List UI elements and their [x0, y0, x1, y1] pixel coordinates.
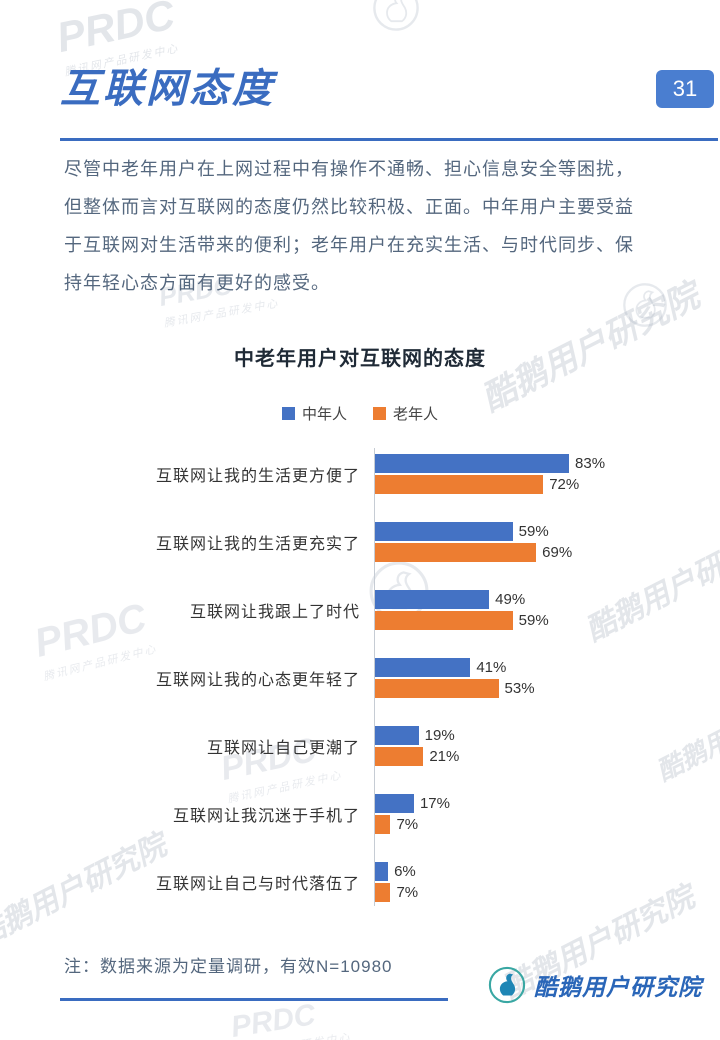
- intro-line: 尽管中老年用户在上网过程中有操作不通畅、担心信息安全等困扰，: [64, 159, 634, 179]
- bar-series-1: [374, 679, 499, 698]
- bar-series-0: [374, 590, 490, 609]
- intro-paragraph: 尽管中老年用户在上网过程中有操作不通畅、担心信息安全等困扰， 但整体而言对互联网…: [0, 114, 720, 302]
- attitude-bar-chart: 中老年用户对互联网的态度 中年人 老年人 互联网让我的生活更方便了 83% 72% 互…: [0, 342, 720, 906]
- value-label: 6%: [394, 863, 416, 880]
- chart-row: 互联网让我的生活更充实了 59% 69%: [60, 522, 720, 562]
- bar-series-0: [374, 522, 513, 541]
- chart-row: 互联网让自己与时代落伍了 6% 7%: [60, 862, 720, 902]
- category-label: 互联网让自己更潮了: [206, 740, 360, 757]
- chart-row: 互联网让自己更潮了 19% 21%: [60, 726, 720, 766]
- bar-series-1: [374, 747, 424, 766]
- value-label: 53%: [504, 680, 535, 697]
- bar-series-1: [374, 543, 537, 562]
- legend-swatch-midage: [281, 407, 295, 420]
- goose-logo-icon: [488, 966, 526, 1004]
- intro-line: 持年轻心态方面有更好的感受。: [64, 273, 330, 293]
- value-label: 19%: [424, 727, 455, 744]
- bar-series-0: [374, 454, 570, 473]
- legend-item-elderly: 老年人: [373, 403, 438, 424]
- legend-label-elderly: 老年人: [393, 406, 439, 423]
- bar-series-0: [374, 862, 389, 881]
- footer-line: [60, 998, 448, 1001]
- intro-line: 于互联网对生活带来的便利；老年用户在充实生活、与时代同步、保: [64, 235, 634, 255]
- legend-swatch-elderly: [373, 407, 386, 420]
- chart-rows: 互联网让我的生活更方便了 83% 72% 互联网让我的生活更充实了 59% 69% 互联网让…: [60, 448, 720, 906]
- value-label: 72%: [549, 476, 580, 493]
- value-label: 17%: [419, 795, 450, 812]
- category-label: 互联网让我的生活更充实了: [155, 536, 360, 553]
- category-label: 互联网让我沉迷于手机了: [172, 808, 360, 825]
- category-label: 互联网让自己与时代落伍了: [155, 876, 360, 893]
- chart-row: 互联网让我的心态更年轻了 41% 53%: [60, 658, 720, 698]
- value-label: 49%: [495, 591, 526, 608]
- title-underline: [60, 138, 718, 141]
- bar-series-0: [374, 726, 419, 745]
- value-label: 59%: [518, 523, 549, 540]
- header: 互联网态度 31: [0, 0, 720, 114]
- value-label: 7%: [396, 816, 419, 833]
- bar-series-0: [374, 658, 471, 677]
- chart-row: 互联网让我的生活更方便了 83% 72%: [60, 454, 720, 494]
- brand-logo: 酷鹅用户研究院: [488, 966, 702, 1004]
- value-label: 41%: [476, 659, 507, 676]
- category-label: 互联网让我的生活更方便了: [155, 468, 360, 485]
- value-label: 69%: [542, 544, 573, 561]
- value-label: 83%: [575, 455, 606, 472]
- value-label: 59%: [518, 612, 549, 629]
- legend-item-midage: 中年人: [281, 403, 347, 424]
- bar-series-1: [374, 611, 513, 630]
- value-label: 21%: [429, 748, 460, 765]
- bar-series-1: [374, 815, 391, 834]
- chart-row: 互联网让我沉迷于手机了 17% 7%: [60, 794, 720, 834]
- category-label: 互联网让我的心态更年轻了: [155, 672, 360, 689]
- chart-title: 中老年用户对互联网的态度: [234, 348, 486, 370]
- bar-series-1: [374, 475, 544, 494]
- source-note: 注：数据来源为定量调研，有效N=10980: [64, 957, 393, 976]
- brand-name: 酷鹅用户研究院: [534, 974, 702, 1000]
- intro-line: 但整体而言对互联网的态度仍然比较积极、正面。中年用户主要受益: [64, 197, 634, 217]
- page-title: 互联网态度: [60, 67, 275, 111]
- chart-row: 互联网让我跟上了时代 49% 59%: [60, 590, 720, 630]
- value-label: 7%: [396, 884, 419, 901]
- category-label: 互联网让我跟上了时代: [189, 604, 360, 621]
- chart-legend: 中年人 老年人: [0, 403, 720, 424]
- page-number-badge: 31: [656, 70, 714, 108]
- legend-label-midage: 中年人: [301, 406, 347, 423]
- bar-series-0: [374, 794, 414, 813]
- bar-series-1: [374, 883, 391, 902]
